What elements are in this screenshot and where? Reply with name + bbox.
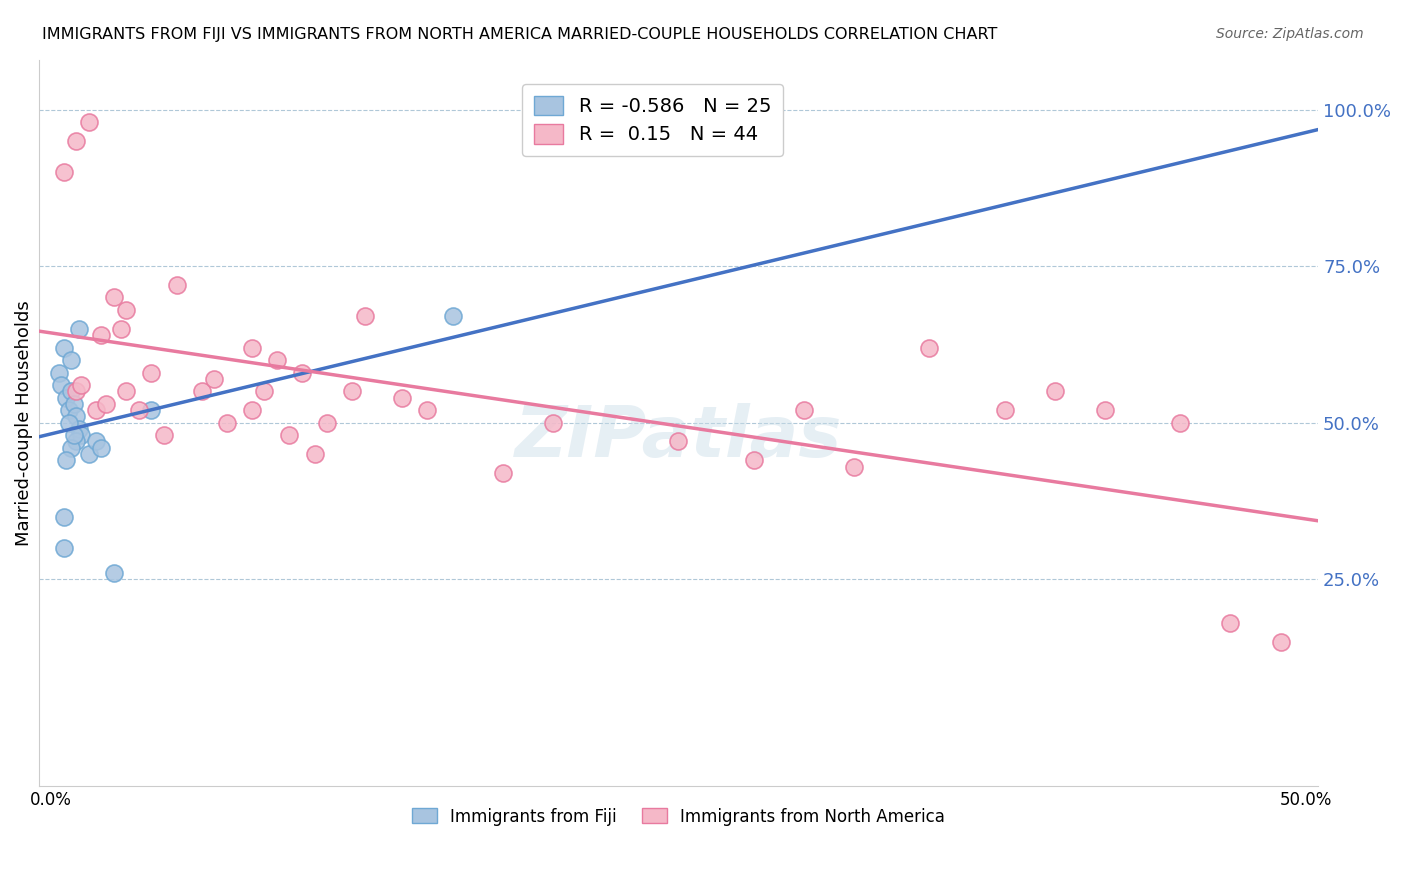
Point (115, 303, 138, 318)
Point (190, 384, 212, 399)
Point (58, 403, 80, 417)
Point (52, 165, 75, 179)
Point (110, 322, 132, 336)
Point (65, 134, 87, 148)
Point (103, 566, 125, 580)
Point (65, 434, 87, 449)
Point (353, 310, 375, 324)
Point (793, 403, 815, 417)
Text: ZIPatlas: ZIPatlas (515, 402, 842, 472)
Point (1094, 403, 1116, 417)
Point (1043, 384, 1066, 399)
Point (416, 403, 439, 417)
Point (1168, 416, 1191, 430)
Point (291, 366, 314, 380)
Point (96, 397, 118, 411)
Point (58, 416, 80, 430)
Point (141, 403, 163, 417)
Y-axis label: Married-couple Households: Married-couple Households (15, 300, 32, 546)
Point (103, 291, 125, 305)
Text: Source: ZipAtlas.com: Source: ZipAtlas.com (1216, 27, 1364, 41)
Point (666, 434, 689, 449)
Point (541, 416, 564, 430)
Point (202, 372, 225, 386)
Point (77, 447, 100, 461)
Point (141, 366, 163, 380)
Point (266, 353, 288, 368)
Point (492, 466, 515, 480)
Point (153, 428, 176, 442)
Point (316, 416, 339, 430)
Point (60, 441, 83, 455)
Point (65, 409, 87, 424)
Point (55, 453, 77, 467)
Point (742, 453, 765, 467)
Point (340, 384, 363, 399)
Point (84, 434, 107, 449)
Point (90, 441, 112, 455)
Point (60, 353, 83, 368)
Point (441, 310, 464, 324)
Point (67, 422, 90, 436)
Point (62, 397, 84, 411)
Point (128, 403, 150, 417)
Point (391, 391, 413, 405)
Point (842, 459, 865, 474)
Point (52, 541, 75, 555)
Point (55, 391, 77, 405)
Point (304, 447, 326, 461)
Point (1219, 615, 1241, 630)
Point (77, 115, 100, 129)
Text: IMMIGRANTS FROM FIJI VS IMMIGRANTS FROM NORTH AMERICA MARRIED-COUPLE HOUSEHOLDS : IMMIGRANTS FROM FIJI VS IMMIGRANTS FROM … (42, 27, 997, 42)
Point (62, 428, 84, 442)
Point (1270, 635, 1292, 649)
Point (70, 378, 93, 392)
Point (918, 341, 941, 355)
Point (215, 416, 238, 430)
Point (84, 403, 107, 417)
Point (52, 341, 75, 355)
Point (166, 277, 188, 292)
Point (48, 366, 70, 380)
Point (240, 403, 263, 417)
Point (240, 341, 263, 355)
Point (115, 384, 138, 399)
Point (70, 428, 93, 442)
Point (52, 509, 75, 524)
Point (49, 378, 72, 392)
Point (253, 384, 276, 399)
Legend: Immigrants from Fiji, Immigrants from North America: Immigrants from Fiji, Immigrants from No… (402, 797, 955, 836)
Point (65, 384, 87, 399)
Point (90, 328, 112, 343)
Point (993, 403, 1015, 417)
Point (278, 428, 301, 442)
Point (67, 322, 90, 336)
Point (60, 384, 83, 399)
